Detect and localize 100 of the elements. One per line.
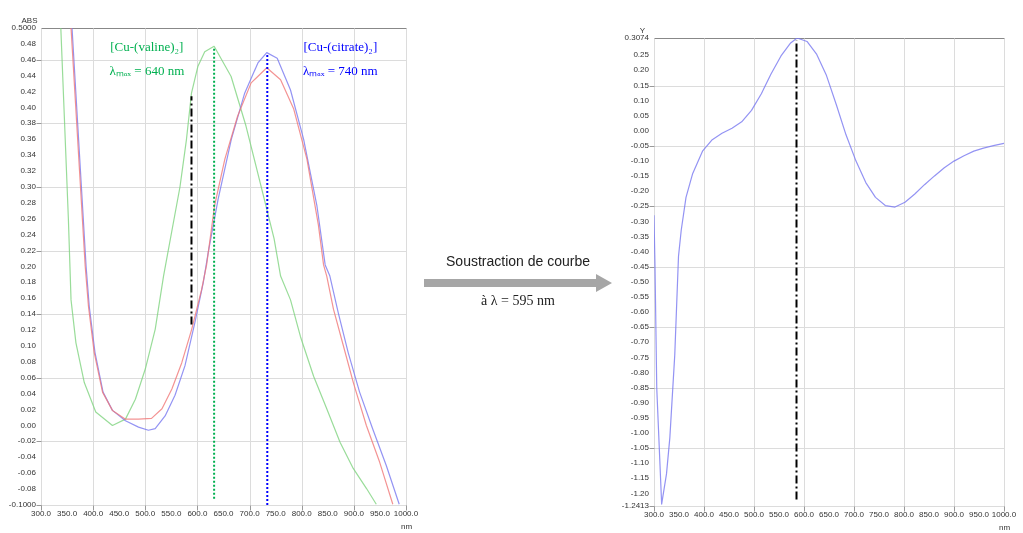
x-tick-label: 650.0 (818, 510, 840, 519)
x-tick-label: 450.0 (109, 509, 130, 518)
x-tick-label: 900.0 (943, 510, 965, 519)
y-tick-label: -0.95 (630, 412, 650, 422)
y-tick-label: -0.55 (630, 292, 650, 302)
x-tick-label: 500.0 (135, 509, 156, 518)
y-tick-label: 0.04 (20, 388, 37, 398)
y-tick-label: -0.65 (630, 322, 650, 332)
y-tick-label: 0.14 (20, 309, 37, 319)
y-tick-label: 0.10 (20, 341, 37, 350)
y-tick-label: 0.48 (20, 38, 37, 48)
y-tick-label: -0.45 (630, 261, 650, 271)
annotation: [Cu-(valine)₂] (110, 39, 184, 55)
line-series (654, 38, 1004, 505)
y-tick-label: 0.12 (20, 325, 37, 335)
y-tick-label: -0.40 (630, 246, 650, 256)
y-tick-label: -1.10 (630, 458, 650, 468)
x-tick-label: 950.0 (968, 510, 990, 519)
y-tick-label: -0.30 (630, 216, 650, 226)
y-tick-label: 0.34 (20, 150, 37, 160)
y-tick-label: 0.05 (633, 110, 650, 120)
y-tick-label: 0.32 (20, 166, 37, 176)
y-tick-label: -0.04 (17, 452, 37, 462)
y-tick-label: -1.00 (630, 428, 650, 438)
x-tick-label: 750.0 (265, 509, 287, 518)
y-tick-label: 0.42 (20, 86, 37, 96)
x-axis-title: nm (998, 522, 1011, 532)
y-tick-label: -1.15 (630, 473, 650, 483)
x-tick-label: 950.0 (369, 509, 391, 518)
y-tick-label: -0.85 (630, 382, 650, 392)
y-tick-label: 0.30 (20, 182, 37, 191)
y-tick-label: 0.08 (20, 356, 37, 366)
x-tick-label: 800.0 (291, 509, 313, 518)
y-tick-label: -1.20 (630, 488, 650, 498)
y-tick-label: 0.10 (633, 95, 650, 105)
y-tick-label: 0.38 (20, 118, 37, 128)
y-tick-label: -0.06 (17, 468, 37, 478)
x-tick-label: 1000.0 (991, 510, 1017, 519)
y-tick-label: -0.90 (630, 397, 650, 407)
y-tick-label: 0.24 (20, 229, 37, 239)
x-tick-label: 600.0 (793, 510, 815, 519)
x-tick-label: 650.0 (213, 509, 235, 518)
y-tick-label: 0.46 (20, 54, 37, 64)
x-tick-label: 800.0 (893, 510, 915, 519)
x-tick-label: 300.0 (30, 509, 52, 518)
y-tick-label: 0.22 (20, 245, 37, 255)
y-tick-label: -0.70 (630, 337, 650, 347)
y-tick-label: -0.02 (17, 436, 37, 446)
annotation: λₘₐₓ = 640 nm (109, 62, 185, 78)
x-tick-label: 750.0 (868, 510, 890, 519)
y-tick-label: 0.20 (20, 261, 37, 271)
y-tick-label: -0.15 (630, 171, 650, 181)
x-tick-label: 400.0 (83, 509, 104, 518)
x-tick-label: 600.0 (187, 509, 208, 518)
y-tick-label: -0.05 (630, 141, 650, 150)
x-tick-label: 550.0 (161, 509, 182, 518)
y-tick-label: 0.26 (20, 213, 37, 223)
text: Soustraction de courbe (446, 253, 591, 269)
x-tick-label: 400.0 (693, 510, 715, 519)
y-tick-label: 0.3074 (624, 33, 650, 42)
y-axis-title: Y (639, 25, 646, 35)
y-tick-label: -0.1000 (8, 500, 37, 509)
y-tick-label: 0.40 (20, 102, 37, 112)
y-tick-label: 0.02 (20, 404, 37, 414)
x-tick-label: 700.0 (239, 509, 261, 518)
y-tick-label: -0.10 (630, 156, 650, 166)
x-tick-label: 350.0 (57, 509, 78, 518)
y-axis-title: ABS (21, 15, 38, 25)
x-tick-label: 300.0 (643, 510, 665, 519)
x-axis-title: nm (400, 521, 413, 531)
y-tick-label: 0.00 (633, 125, 650, 135)
x-tick-label: 700.0 (843, 510, 865, 519)
y-tick-label: 0.20 (633, 65, 650, 75)
y-tick-label: 0.06 (20, 372, 37, 382)
y-tick-label: 0.5000 (11, 23, 37, 32)
y-tick-label: -0.08 (17, 484, 37, 494)
y-tick-label: -0.80 (630, 367, 650, 377)
y-tick-label: -0.60 (630, 307, 650, 317)
y-tick-label: -1.05 (630, 443, 650, 453)
y-tick-label: 0.25 (633, 50, 650, 60)
y-tick-label: 0.15 (633, 80, 650, 90)
y-tick-label: 0.16 (20, 293, 37, 303)
x-tick-label: 900.0 (343, 509, 365, 518)
y-tick-label: -0.20 (630, 186, 650, 196)
x-tick-label: 850.0 (317, 509, 339, 518)
y-tick-label: 0.00 (20, 420, 37, 430)
annotation: λₘₐₓ = 740 nm (302, 62, 378, 78)
annotation: [Cu-(citrate)₂] (303, 39, 378, 55)
x-tick-label: 1000.0 (393, 509, 419, 518)
x-tick-label: 350.0 (668, 510, 690, 519)
text: à λ = 595 nm (481, 293, 555, 308)
x-tick-label: 550.0 (768, 510, 790, 519)
y-tick-label: -1.2413 (621, 501, 650, 510)
y-tick-label: 0.18 (20, 277, 37, 287)
y-tick-label: -0.35 (630, 231, 650, 241)
x-tick-label: 850.0 (918, 510, 940, 519)
y-tick-label: 0.36 (20, 134, 37, 144)
x-tick-label: 450.0 (718, 510, 740, 519)
y-tick-label: -0.50 (630, 276, 650, 286)
x-tick-label: 500.0 (743, 510, 765, 519)
